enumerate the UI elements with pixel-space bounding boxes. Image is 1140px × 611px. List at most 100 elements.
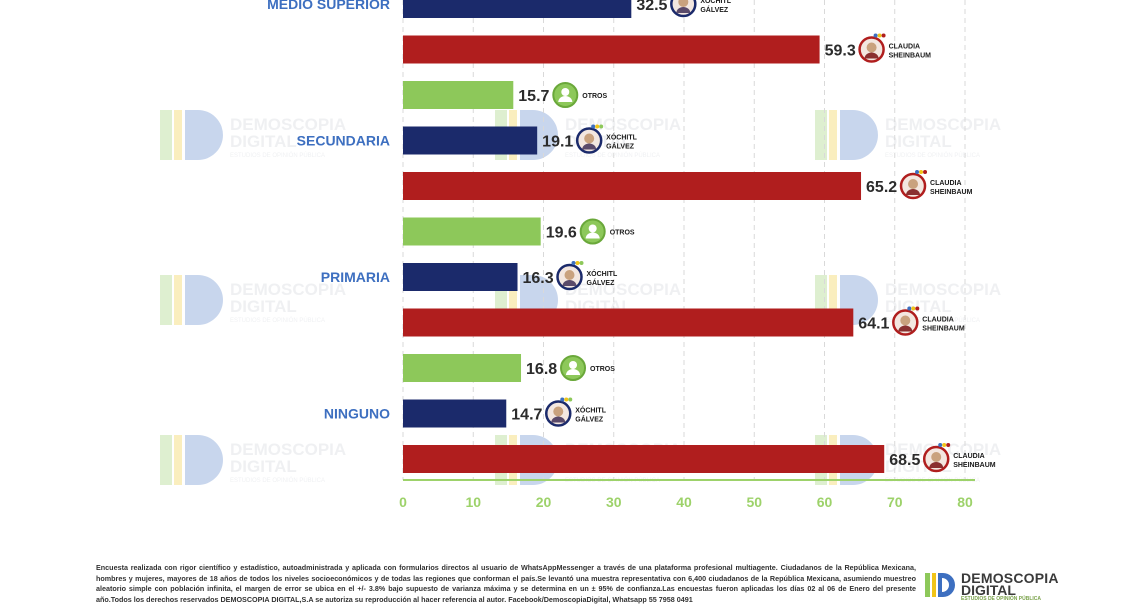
bar-xg	[403, 399, 507, 428]
candidate-face-icon	[900, 315, 911, 326]
party-dot-icon	[946, 443, 951, 447]
user-head-icon	[569, 361, 578, 369]
candidate-face-icon	[553, 406, 564, 417]
party-dot-icon	[564, 397, 569, 402]
candidate-face-icon	[564, 270, 575, 280]
data-label: 19.6	[546, 225, 577, 242]
candidate-name: OTROS	[582, 93, 607, 100]
candidate-face-icon	[866, 42, 877, 53]
candidate-name: GÁLVEZ	[606, 142, 635, 151]
candidate-face-icon	[931, 452, 942, 462]
x-tick-label: 40	[676, 494, 692, 510]
watermark-line3: ESTUDIOS DE OPINIÓN PÚBLICA	[885, 152, 980, 159]
party-dot-icon	[599, 124, 604, 129]
candidate-name: SHEINBAUM	[922, 326, 965, 333]
candidate-name: SHEINBAUM	[953, 462, 996, 469]
data-label: 14.7	[511, 407, 542, 424]
candidate-name: CLAUDIA	[889, 44, 921, 51]
watermark-line2: DIGITAL	[230, 132, 297, 151]
data-label: 65.2	[866, 179, 897, 196]
data-label: 59.3	[825, 43, 856, 60]
party-dot-icon	[579, 261, 584, 265]
watermark-line1: DEMOSCOPIA	[565, 280, 681, 299]
party-dot-icon	[911, 306, 916, 311]
candidate-name: SHEINBAUM	[889, 53, 932, 60]
party-dot-icon	[575, 261, 580, 265]
bar-ot	[403, 81, 514, 109]
group-label: PRIMARIA	[321, 269, 390, 285]
bar-cs	[403, 308, 854, 337]
group-label: NINGUNO	[324, 406, 390, 422]
watermark-line1: DEMOSCOPIA	[230, 115, 346, 134]
party-dot-icon	[881, 33, 886, 38]
candidate-name: OTROS	[590, 366, 615, 373]
candidate-shoulders-icon	[898, 325, 913, 332]
x-tick-label: 50	[746, 494, 762, 510]
bar-cs	[403, 172, 862, 200]
candidate-name: CLAUDIA	[953, 453, 985, 460]
party-dot-icon	[907, 306, 912, 311]
watermark-line1: DEMOSCOPIA	[230, 440, 346, 459]
candidate-shoulders-icon	[906, 189, 921, 195]
group-label: SECUNDARIA	[297, 133, 390, 149]
party-dot-icon	[877, 33, 882, 38]
watermark-line2: DIGITAL	[230, 297, 297, 316]
watermark-line3: ESTUDIOS DE OPINIÓN PÚBLICA	[885, 317, 980, 324]
party-dot-icon	[591, 124, 596, 129]
candidate-name: GÁLVEZ	[575, 415, 604, 424]
candidate-name: XÓCHITL	[575, 406, 606, 415]
bar-xg	[403, 0, 632, 18]
candidate-shoulders-icon	[562, 280, 577, 286]
party-dot-icon	[568, 397, 573, 402]
candidate-shoulders-icon	[929, 462, 944, 468]
x-tick-label: 60	[817, 494, 833, 510]
candidate-face-icon	[584, 133, 595, 144]
watermark-line1: DEMOSCOPIA	[230, 280, 346, 299]
watermark-line3: ESTUDIOS DE OPINIÓN PÚBLICA	[230, 317, 325, 324]
data-label: 64.1	[858, 316, 889, 333]
data-label: 15.7	[518, 88, 549, 105]
candidate-name: CLAUDIA	[930, 180, 962, 187]
logo-subtitle: DIGITAL	[961, 582, 1016, 598]
watermark-line3: ESTUDIOS DE OPINIÓN PÚBLICA	[230, 477, 325, 484]
candidate-name: OTROS	[610, 230, 635, 237]
party-dot-icon	[873, 33, 878, 38]
party-dot-icon	[919, 170, 924, 174]
data-label: 32.5	[636, 0, 667, 14]
bar-cs	[403, 35, 820, 64]
candidate-name: CLAUDIA	[922, 317, 954, 324]
candidate-name: XÓCHITL	[700, 0, 731, 5]
candidate-name: GÁLVEZ	[700, 5, 729, 14]
party-dot-icon	[595, 124, 600, 129]
candidate-shoulders-icon	[676, 7, 691, 13]
watermark-line3: ESTUDIOS DE OPINIÓN PÚBLICA	[565, 152, 660, 159]
candidate-name: SHEINBAUM	[930, 189, 973, 196]
data-label: 68.5	[889, 452, 920, 469]
candidate-name: XÓCHITL	[587, 269, 618, 278]
user-body-icon	[585, 232, 600, 239]
party-dot-icon	[915, 306, 920, 311]
bar-ot	[403, 354, 522, 382]
watermark-line2: DIGITAL	[230, 457, 297, 476]
logo-title: DEMOSCOPIA	[961, 570, 1059, 586]
logo-tagline: ESTUDIOS DE OPINIÓN PÚBLICA	[961, 596, 1042, 602]
watermark-line2: DIGITAL	[885, 132, 952, 151]
bar-xg	[403, 263, 518, 291]
bar-ot	[403, 217, 541, 246]
x-tick-label: 80	[957, 494, 973, 510]
data-label: 19.1	[542, 134, 573, 151]
watermark-line1: DEMOSCOPIA	[885, 280, 1001, 299]
x-tick-label: 10	[465, 494, 481, 510]
group-label: MEDIO SUPERIOR	[267, 0, 390, 12]
candidate-name: GÁLVEZ	[587, 278, 616, 287]
logo-d-icon	[925, 573, 955, 597]
candidate-face-icon	[908, 179, 919, 189]
candidate-shoulders-icon	[551, 416, 566, 423]
x-tick-label: 20	[536, 494, 552, 510]
demoscopia-logo: DEMOSCOPIA DIGITAL ESTUDIOS DE OPINIÓN P…	[925, 568, 1065, 604]
x-tick-label: 30	[606, 494, 622, 510]
